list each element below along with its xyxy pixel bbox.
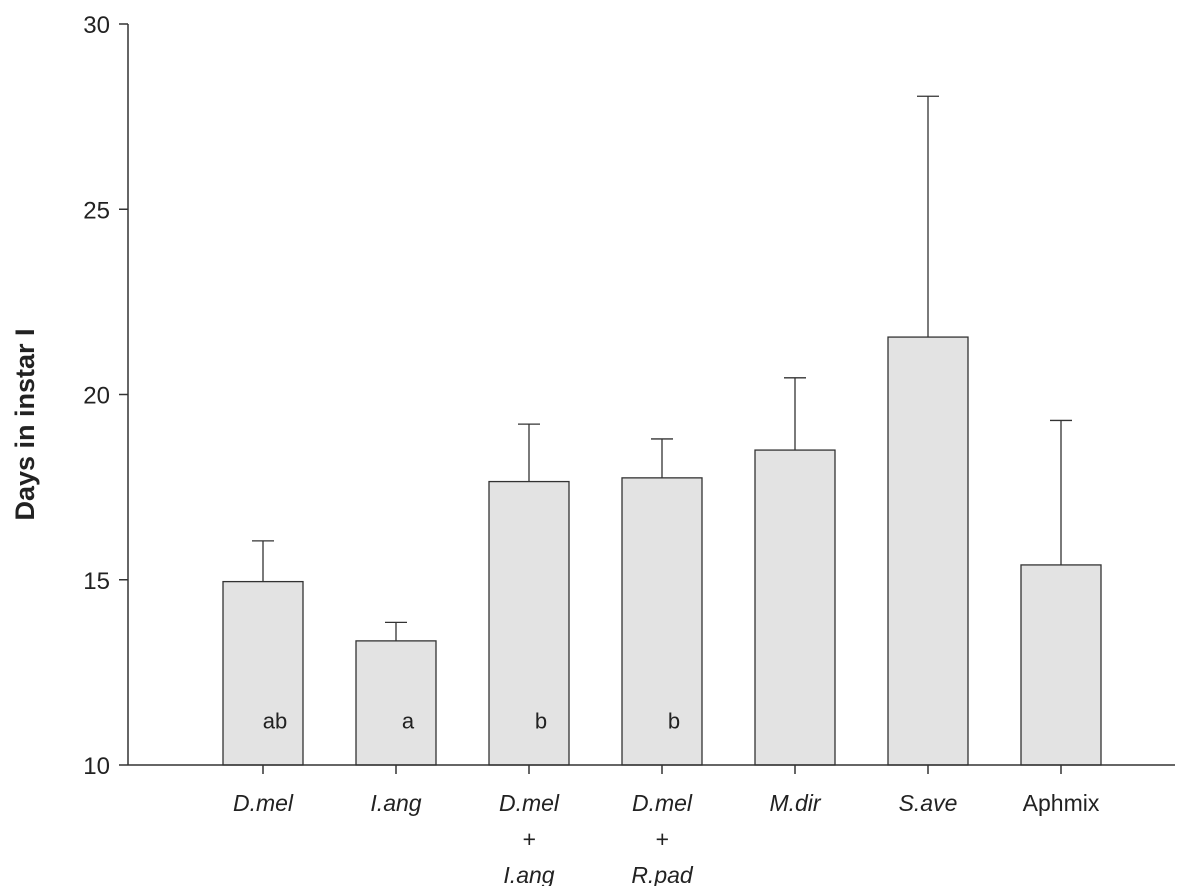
bar [754,449,836,766]
x-tick-label-line: + [522,826,535,852]
x-tick-label: I.ang [370,790,421,816]
x-tick-label-line: D.mel [632,790,693,816]
x-tick-label-line: D.mel [499,790,560,816]
significance-letter: b [535,709,547,734]
y-tick-label: 20 [83,383,110,410]
error-bars-group [252,95,1072,641]
x-tick-label: Aphmix [1023,790,1100,816]
bars-group [222,336,1102,766]
significance-letters-group: ab a b b [263,709,680,734]
y-tick-label: 25 [83,197,110,224]
x-tick-label: D.mel [233,790,294,816]
x-tick-label-line: D.mel [233,790,294,816]
bar [222,580,304,766]
x-tick-label: S.ave [899,790,958,816]
x-tick-label: D.mel + R.pad [631,790,694,886]
x-tick-label-line: S.ave [899,790,958,816]
y-ticks-group: 10 15 20 25 30 [83,12,128,780]
x-tick-label-line: M.dir [769,790,821,816]
bar [355,640,437,766]
significance-letter: ab [263,709,287,734]
x-tick-label-line: Aphmix [1023,790,1100,816]
bar [488,480,570,766]
x-tick-label-line: R.pad [631,862,694,886]
bar [887,336,969,766]
x-tick-label: M.dir [769,790,821,816]
significance-letter: b [668,709,680,734]
bar [621,477,703,766]
x-tick-label-line: I.ang [503,862,554,886]
x-ticks-group: D.mel I.ang D.mel + I.ang D.mel + R.pad M.dir S.a… [233,765,1100,888]
x-tick-label-line: + [655,826,668,852]
x-tick-label: D.mel + I.ang [499,790,560,886]
x-tick-label-line: I.ang [370,790,421,816]
bar [1020,564,1102,766]
y-axis-label: Days in instar I [10,328,40,520]
y-tick-label: 30 [83,12,110,39]
y-tick-label: 15 [83,568,110,595]
y-tick-label: 10 [83,753,110,780]
significance-letter: a [402,709,415,734]
